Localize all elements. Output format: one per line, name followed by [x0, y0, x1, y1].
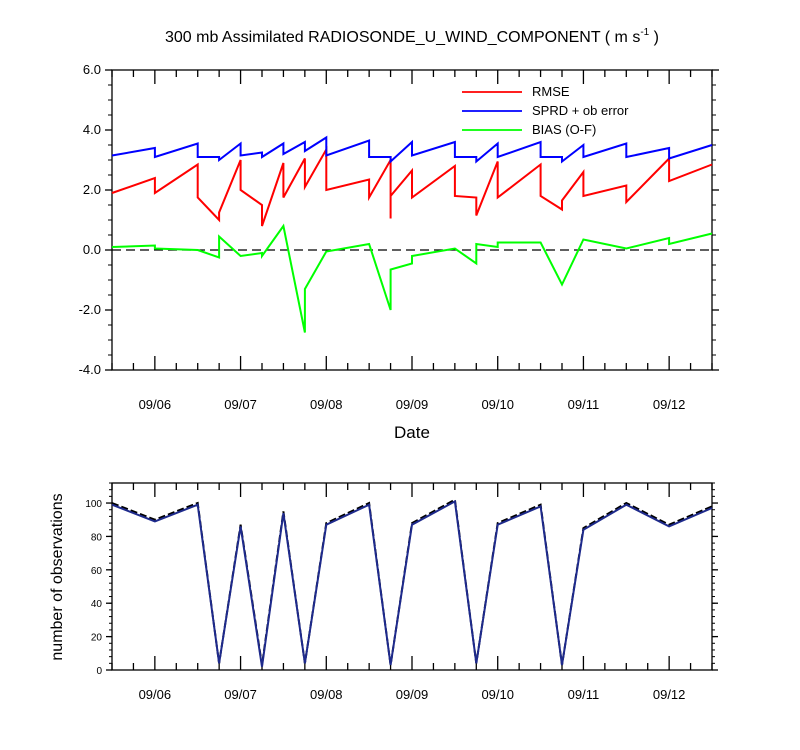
- x-tick-label: 09/12: [653, 687, 686, 702]
- legend-label: RMSE: [532, 84, 570, 99]
- series-line-3: [111, 223, 713, 333]
- x-tick-label: 09/12: [653, 397, 686, 412]
- chart-title: 300 mb Assimilated RADIOSONDE_U_WIND_COM…: [165, 27, 659, 46]
- legend-label: BIAS (O-F): [532, 122, 596, 137]
- x-tick-label: 09/11: [568, 397, 600, 412]
- x-tick-label: 09/07: [224, 687, 257, 702]
- x-ticks: [111, 70, 713, 370]
- x-tick-label: 09/06: [139, 397, 172, 412]
- y-tick-label: 80: [91, 532, 103, 543]
- bottom-panel: 09/06 09/07 09/08 09/09 09/10 09/11 09/12 0 20 40…: [85, 482, 718, 702]
- x-tick-label: 09/08: [310, 397, 343, 412]
- top-panel: 09/06 09/07 09/08 09/09 09/10 09/11 09/12 -4.0 -…: [79, 62, 719, 412]
- legend: RMSE SPRD + ob error BIAS (O-F): [462, 84, 629, 137]
- x-ticks: [111, 483, 713, 670]
- x-tick-label: 09/06: [139, 687, 172, 702]
- x-tick-label: 09/10: [481, 397, 514, 412]
- y-tick-label: 100: [85, 499, 102, 510]
- y-tick-label: 60: [91, 566, 103, 577]
- y-tick-label: 0.0: [83, 242, 101, 257]
- x-tick-label: 09/07: [224, 397, 257, 412]
- y-tick-label: 2.0: [83, 182, 101, 197]
- y-tick-label: 0: [96, 666, 102, 677]
- y-tick-label: -2.0: [79, 302, 101, 317]
- x-tick-label: 09/11: [568, 687, 600, 702]
- y-tick-label: 6.0: [83, 62, 101, 77]
- x-tick-label: 09/09: [396, 397, 429, 412]
- chart-title-superscript: -1: [640, 27, 649, 38]
- y-tick-label: 20: [91, 633, 103, 644]
- chart-title-main: 300 mb Assimilated RADIOSONDE_U_WIND_COM…: [165, 29, 640, 46]
- series-line-2: [111, 135, 713, 164]
- series-line-1: [111, 145, 713, 227]
- y-tick-label: 40: [91, 599, 103, 610]
- x-tick-label: 09/09: [396, 687, 429, 702]
- chart-title-end: ): [649, 29, 659, 46]
- legend-label: SPRD + ob error: [532, 103, 629, 118]
- x-axis-label: Date: [394, 423, 430, 442]
- y-tick-label: -4.0: [79, 362, 101, 377]
- x-tick-label: 09/08: [310, 687, 343, 702]
- y-axis-label-observations: number of observations: [49, 493, 66, 660]
- y-tick-label: 4.0: [83, 122, 101, 137]
- x-tick-label: 09/10: [481, 687, 514, 702]
- plot-frame: [111, 482, 713, 671]
- series-line-2: [111, 499, 713, 667]
